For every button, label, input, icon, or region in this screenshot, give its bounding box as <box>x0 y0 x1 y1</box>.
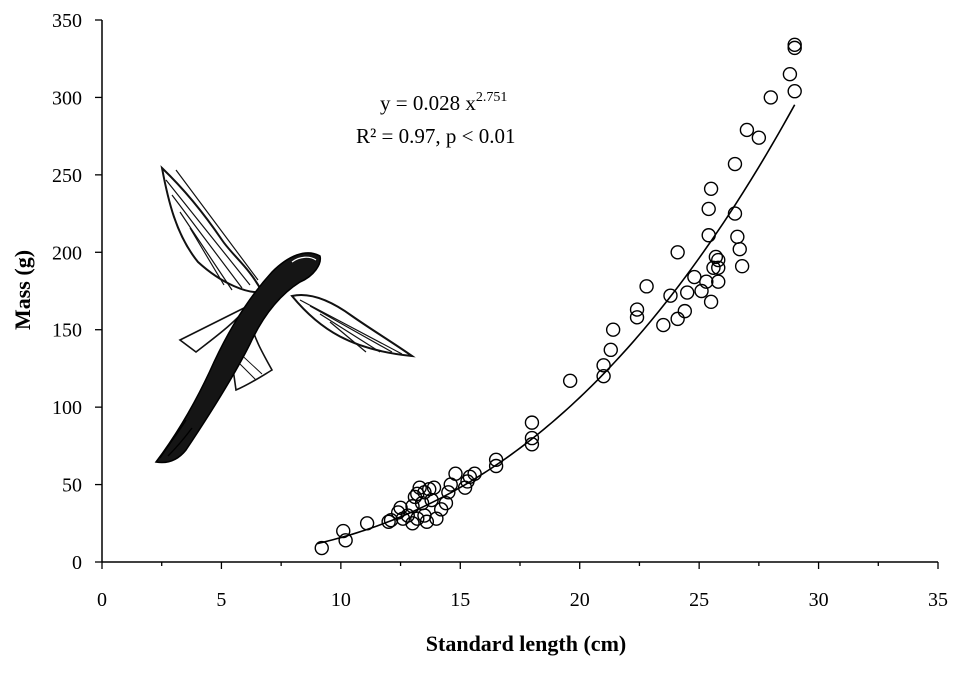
data-point <box>706 260 721 275</box>
data-point <box>488 458 504 474</box>
data-point <box>603 342 618 358</box>
y-tick-label: 0 <box>72 552 82 574</box>
y-axis-ticks: 0 50 100 150 200 250 300 350 <box>52 10 102 574</box>
data-points <box>314 37 802 556</box>
power-fit-curve <box>316 104 796 545</box>
data-point <box>677 303 693 319</box>
data-point <box>426 480 442 495</box>
data-point <box>605 322 621 337</box>
data-point <box>701 228 716 243</box>
x-axis-title: Standard length (cm) <box>426 631 626 656</box>
x-tick-label: 25 <box>689 589 709 611</box>
data-point <box>467 466 482 481</box>
data-point <box>441 485 456 500</box>
data-point <box>751 130 767 145</box>
x-tick-label: 30 <box>809 589 829 611</box>
data-point <box>393 500 408 515</box>
data-point <box>711 274 726 289</box>
data-point <box>734 259 750 274</box>
data-point <box>383 512 399 528</box>
data-point <box>448 466 463 481</box>
data-point <box>412 480 427 495</box>
x-tick-label: 0 <box>97 589 107 611</box>
y-tick-label: 150 <box>52 320 82 342</box>
x-tick-label: 20 <box>570 589 590 611</box>
data-point <box>419 514 435 529</box>
data-point <box>703 181 719 196</box>
data-point <box>782 66 798 82</box>
x-axis-ticks: 0 5 10 15 20 25 30 35 <box>97 562 948 611</box>
data-point <box>524 430 540 446</box>
y-tick-label: 300 <box>52 87 82 109</box>
data-point <box>730 229 745 245</box>
data-point <box>410 511 425 526</box>
data-point <box>670 245 685 260</box>
data-point <box>732 241 747 257</box>
data-point <box>639 279 654 294</box>
data-point <box>670 311 685 327</box>
data-point <box>787 84 802 99</box>
data-point <box>338 533 353 548</box>
data-point <box>488 452 504 467</box>
data-point <box>405 516 420 531</box>
y-tick-label: 50 <box>62 475 82 497</box>
data-point <box>687 269 702 285</box>
data-point <box>629 302 645 317</box>
data-point <box>438 495 454 511</box>
y-tick-label: 250 <box>52 165 82 187</box>
data-point <box>381 514 396 529</box>
data-point <box>629 310 645 325</box>
data-point <box>703 294 719 310</box>
fit-equation-exponent: 2.751 <box>476 90 508 105</box>
data-point <box>359 516 375 531</box>
data-point <box>739 122 755 138</box>
data-point <box>694 283 709 299</box>
data-point <box>524 415 540 430</box>
data-point <box>701 201 716 217</box>
y-axis-title: Mass (g) <box>10 250 35 330</box>
fit-equation-main: y = 0.028 x <box>380 91 476 115</box>
data-point <box>711 252 726 268</box>
y-tick-label: 100 <box>52 397 82 419</box>
y-tick-label: 350 <box>52 10 82 32</box>
data-point <box>727 156 743 172</box>
data-point <box>663 288 678 303</box>
x-tick-label: 5 <box>216 589 226 611</box>
data-point <box>787 40 802 56</box>
data-point <box>787 37 802 52</box>
data-point <box>763 90 778 105</box>
data-point <box>680 285 695 300</box>
data-point <box>314 540 329 556</box>
data-point <box>429 511 444 526</box>
data-point <box>400 508 415 523</box>
data-point <box>562 373 578 389</box>
data-point <box>405 499 420 514</box>
data-point <box>699 274 714 289</box>
data-point <box>596 358 611 373</box>
data-point <box>711 260 726 275</box>
x-tick-label: 15 <box>450 589 470 611</box>
x-tick-label: 35 <box>928 589 948 611</box>
flying-fish-illustration <box>154 165 416 464</box>
data-point <box>524 437 540 452</box>
data-point <box>656 317 671 333</box>
data-point <box>336 523 351 539</box>
data-point <box>727 206 743 221</box>
x-tick-label: 10 <box>331 589 351 611</box>
fit-statistics: R² = 0.97, p < 0.01 <box>356 124 516 148</box>
y-tick-label: 200 <box>52 242 82 264</box>
fit-equation: y = 0.028 x2.751 <box>380 90 507 115</box>
data-point <box>596 368 611 384</box>
data-point <box>708 249 724 265</box>
